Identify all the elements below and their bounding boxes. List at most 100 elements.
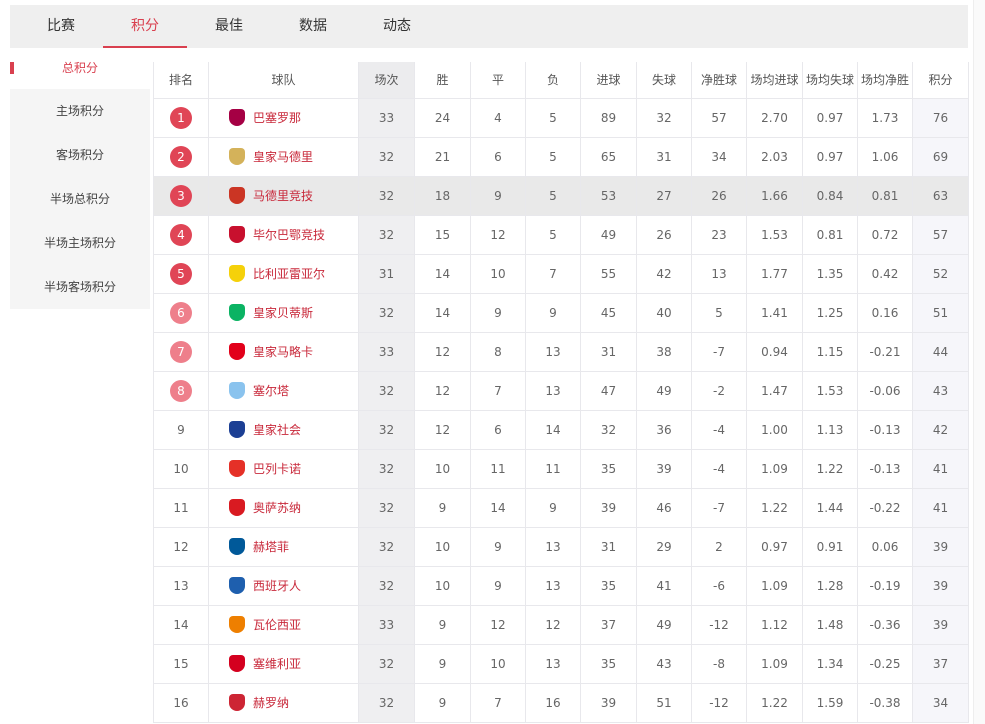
tab-3[interactable]: 数据 <box>299 18 327 34</box>
team-name: 赫罗纳 <box>253 696 290 710</box>
stat-cell: 18 <box>414 175 471 216</box>
sidebar-item-4[interactable]: 半场主场积分 <box>10 221 150 265</box>
team-link[interactable]: 皇家贝蒂斯 <box>209 304 358 321</box>
table-row[interactable]: 8 塞尔塔 32 12 7 13 47 49 -2 1.47 1.53 -0.06 43 <box>153 370 969 411</box>
team-link[interactable]: 毕尔巴鄂竞技 <box>209 226 358 243</box>
column-header[interactable]: 负 <box>525 62 581 99</box>
team-name: 奥萨苏纳 <box>253 501 302 515</box>
tab-0[interactable]: 比赛 <box>47 18 75 34</box>
scrollbar[interactable] <box>973 0 985 724</box>
team-crest-icon <box>229 109 245 126</box>
column-header[interactable]: 场均进球 <box>746 62 803 99</box>
table-row[interactable]: 12 赫塔菲 32 10 9 13 31 29 2 0.97 0.91 0.06 39 <box>153 526 969 567</box>
team-link[interactable]: 塞尔塔 <box>209 382 358 399</box>
team-link[interactable]: 奥萨苏纳 <box>209 499 358 516</box>
sidebar-item-2[interactable]: 客场积分 <box>10 133 150 177</box>
team-name: 瓦伦西亚 <box>253 618 302 632</box>
tab-1[interactable]: 积分 <box>103 5 187 48</box>
table-row[interactable]: 10 巴列卡诺 32 10 11 11 35 39 -4 1.09 1.22 -0.13 41 <box>153 448 969 489</box>
sidebar-item-5[interactable]: 半场客场积分 <box>10 265 150 309</box>
table-row[interactable]: 3 马德里竞技 32 18 9 5 53 27 26 1.66 0.84 0.81 63 <box>153 175 969 216</box>
stat-cell: 39 <box>580 487 637 528</box>
sidebar-item-3[interactable]: 半场总积分 <box>10 177 150 221</box>
rank-badge: 3 <box>170 184 192 207</box>
team-link[interactable]: 赫罗纳 <box>209 694 358 711</box>
team-link[interactable]: 皇家社会 <box>209 421 358 438</box>
stat-cell: 31 <box>580 526 637 567</box>
stat-cell: -0.22 <box>857 487 913 528</box>
rank-cell: 9 <box>153 409 209 450</box>
column-header[interactable]: 球队 <box>208 62 359 99</box>
team-link[interactable]: 皇家马德里 <box>209 148 358 165</box>
team-link[interactable]: 巴列卡诺 <box>209 460 358 477</box>
stat-cell: 14 <box>414 292 471 333</box>
table-row[interactable]: 15 塞维利亚 32 9 10 13 35 43 -8 1.09 1.34 -0.25 37 <box>153 643 969 684</box>
tab-4[interactable]: 动态 <box>383 18 411 34</box>
table-row[interactable]: 16 赫罗纳 32 9 7 16 39 51 -12 1.22 1.59 -0.38 34 <box>153 682 969 723</box>
team-cell: 毕尔巴鄂竞技 <box>208 214 359 255</box>
stat-cell: 7 <box>525 253 581 294</box>
stat-cell: 55 <box>580 253 637 294</box>
table-row[interactable]: 13 西班牙人 32 10 9 13 35 41 -6 1.09 1.28 -0.19 39 <box>153 565 969 606</box>
stat-cell: 5 <box>525 136 581 177</box>
rank-cell: 2 <box>153 136 209 177</box>
column-header[interactable]: 平 <box>470 62 526 99</box>
stat-cell: 9 <box>414 604 471 645</box>
table-row[interactable]: 5 比利亚雷亚尔 31 14 10 7 55 42 13 1.77 1.35 0.42 52 <box>153 253 969 294</box>
sidebar-item-1[interactable]: 主场积分 <box>10 89 150 133</box>
column-header[interactable]: 积分 <box>912 62 969 99</box>
table-row[interactable]: 6 皇家贝蒂斯 32 14 9 9 45 40 5 1.41 1.25 0.16 51 <box>153 292 969 333</box>
table-row[interactable]: 14 瓦伦西亚 33 9 12 12 37 49 -12 1.12 1.48 -0.36 39 <box>153 604 969 645</box>
team-link[interactable]: 巴塞罗那 <box>209 109 358 126</box>
sidebar-item-0[interactable]: 总积分 <box>10 48 150 89</box>
team-link[interactable]: 赫塔菲 <box>209 538 358 555</box>
team-name: 比利亚雷亚尔 <box>253 267 326 281</box>
team-cell: 塞维利亚 <box>208 643 359 684</box>
column-header[interactable]: 进球 <box>580 62 637 99</box>
column-header[interactable]: 净胜球 <box>691 62 747 99</box>
team-link[interactable]: 瓦伦西亚 <box>209 616 358 633</box>
stat-cell: 5 <box>691 292 747 333</box>
team-link[interactable]: 塞维利亚 <box>209 655 358 672</box>
rank-cell: 1 <box>153 97 209 138</box>
table-row[interactable]: 1 巴塞罗那 33 24 4 5 89 32 57 2.70 0.97 1.73 76 <box>153 97 969 138</box>
stat-cell: 53 <box>580 175 637 216</box>
stat-cell: 32 <box>580 409 637 450</box>
stat-cell: 45 <box>580 292 637 333</box>
team-link[interactable]: 皇家马略卡 <box>209 343 358 360</box>
table-row[interactable]: 7 皇家马略卡 33 12 8 13 31 38 -7 0.94 1.15 -0.21 44 <box>153 331 969 372</box>
rank-cell: 5 <box>153 253 209 294</box>
team-link[interactable]: 西班牙人 <box>209 577 358 594</box>
column-header[interactable]: 场均净胜 <box>857 62 913 99</box>
stat-cell: 0.97 <box>746 526 803 567</box>
stat-cell: 9 <box>414 487 471 528</box>
column-header[interactable]: 场次 <box>358 62 415 99</box>
stat-cell: 1.12 <box>746 604 803 645</box>
stat-cell: -0.13 <box>857 409 913 450</box>
team-link[interactable]: 马德里竞技 <box>209 187 358 204</box>
table-row[interactable]: 11 奥萨苏纳 32 9 14 9 39 46 -7 1.22 1.44 -0.22 41 <box>153 487 969 528</box>
stat-cell: 5 <box>525 97 581 138</box>
table-row[interactable]: 4 毕尔巴鄂竞技 32 15 12 5 49 26 23 1.53 0.81 0.72 57 <box>153 214 969 255</box>
stat-cell: -0.06 <box>857 370 913 411</box>
stat-cell: 33 <box>358 97 415 138</box>
team-link[interactable]: 比利亚雷亚尔 <box>209 265 358 282</box>
rank-cell: 3 <box>153 175 209 216</box>
stat-cell: 31 <box>358 253 415 294</box>
stat-cell: 2 <box>691 526 747 567</box>
tab-2[interactable]: 最佳 <box>215 18 243 34</box>
table-row[interactable]: 2 皇家马德里 32 21 6 5 65 31 34 2.03 0.97 1.06 69 <box>153 136 969 177</box>
stat-cell: 6 <box>470 409 526 450</box>
table-row[interactable]: 9 皇家社会 32 12 6 14 32 36 -4 1.00 1.13 -0.13 42 <box>153 409 969 450</box>
column-header[interactable]: 场均失球 <box>802 62 858 99</box>
stat-cell: 32 <box>358 487 415 528</box>
rank-badge: 4 <box>170 223 192 246</box>
team-crest-icon <box>229 694 245 711</box>
stat-cell: 36 <box>636 409 692 450</box>
stat-cell: 6 <box>470 136 526 177</box>
column-header[interactable]: 胜 <box>414 62 471 99</box>
column-header[interactable]: 排名 <box>153 62 209 99</box>
stat-cell: 1.66 <box>746 175 803 216</box>
column-header[interactable]: 失球 <box>636 62 692 99</box>
team-cell: 赫塔菲 <box>208 526 359 567</box>
